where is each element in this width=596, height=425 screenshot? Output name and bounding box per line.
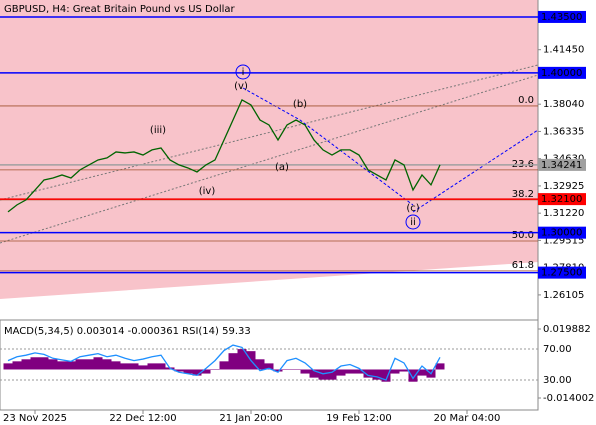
y-tick-label: 1.32925 [543,181,584,192]
level-box [538,266,586,279]
level-box [538,10,586,23]
wave-label: (iv) [199,186,216,197]
macd-bar [264,363,274,370]
wave-label: (a) [275,162,289,173]
y-tick-label: 1.29515 [543,235,584,246]
channel-wedge [0,262,538,318]
macd-bar [138,365,148,370]
fib-label: 0.0 [518,95,534,106]
macd-bar [399,369,409,372]
macd-bar [129,363,139,370]
macd-bar [48,359,58,370]
wave-label: i [242,67,245,78]
price-line [7,98,441,213]
macd-bar [201,369,211,374]
macd-bar [84,359,94,370]
macd-bar [390,369,400,374]
macd-bar [3,363,13,370]
macd-bar [435,363,445,370]
macd-bar [318,369,328,380]
rsi-line [7,344,441,381]
macd-bar [156,363,166,370]
x-tick-label: 20 Mar 04:00 [434,413,501,424]
macd-bar [372,369,382,380]
macd-bar [309,369,319,378]
y-tick-label: 0.019882 [543,324,591,335]
level-label: 1.34241 [541,160,582,171]
x-tick-label: 23 Nov 2025 [3,413,67,424]
macd-bar [39,357,49,370]
macd-bar [327,369,337,380]
wave-line [242,87,414,206]
y-tick-label: -0.014002 [543,393,594,404]
level-label: 1.32100 [541,194,582,205]
y2-tick-label: 70.00 [543,344,572,355]
level-label: 1.43500 [541,12,582,23]
macd-bar [174,369,184,372]
wave-label: (b) [293,99,307,110]
chart-title: GBPUSD, H4: Great Britain Pound vs US Do… [4,4,236,15]
trend-line [0,64,539,201]
level-label: 1.27500 [541,268,582,279]
macd-bar [237,349,247,370]
macd-bar [12,361,22,370]
macd-bar [21,359,31,370]
macd-bar [102,359,112,370]
macd-bar [381,369,391,382]
level-box [538,193,586,206]
macd-bar [120,363,130,370]
y-tick-label: 1.41450 [543,45,584,56]
macd-bar [183,369,193,374]
level-box [538,66,586,79]
y-tick-label: 1.31220 [543,208,584,219]
wave-label: (iii) [150,125,166,136]
macd-bar [66,361,76,370]
macd-bar [255,359,265,370]
macd-bar [300,369,310,374]
wave-circle [405,214,421,230]
wave-label: ii [410,217,416,228]
wave-label: (v) [234,81,248,92]
wave-label: (c) [406,203,419,214]
macd-bar [228,353,238,370]
x-tick-label: 21 Jan 20:00 [219,413,282,424]
indicator-title: MACD(5,34,5) 0.003014 -0.000361 RSI(14) … [4,326,251,337]
macd-bar [93,357,103,370]
macd-bar [273,369,283,372]
fib-label: 50.0 [512,230,534,241]
macd-bar [30,357,40,370]
macd-bar [291,369,301,370]
macd-bar [219,361,229,370]
macd-bar [363,369,373,378]
level-label: 1.40000 [541,68,582,79]
macd-bar [354,369,364,374]
y2-tick-label: 30.00 [543,375,572,386]
x-tick-label: 22 Dec 12:00 [109,413,176,424]
macd-bar [75,359,85,370]
wave-circle [235,64,251,80]
y-tick-label: 1.26105 [543,290,584,301]
macd-bar [111,361,121,370]
level-box [538,158,586,171]
macd-bar [147,363,157,370]
macd-bar [408,369,418,382]
y-tick-label: 1.36335 [543,126,584,137]
macd-bar [336,369,346,376]
level-box [538,226,586,239]
trend-line [0,74,539,244]
fib-label: 61.8 [512,260,534,271]
y-tick-label: 1.38040 [543,99,584,110]
macd-bar [57,361,67,370]
macd-bar [282,369,292,370]
macd-bar [417,369,427,376]
macd-bar [345,369,355,374]
fib-label: 38.2 [512,189,534,200]
x-tick-label: 19 Feb 12:00 [326,413,392,424]
macd-bar [210,369,220,370]
level-label: 1.30000 [541,228,582,239]
macd-bar [192,369,202,376]
